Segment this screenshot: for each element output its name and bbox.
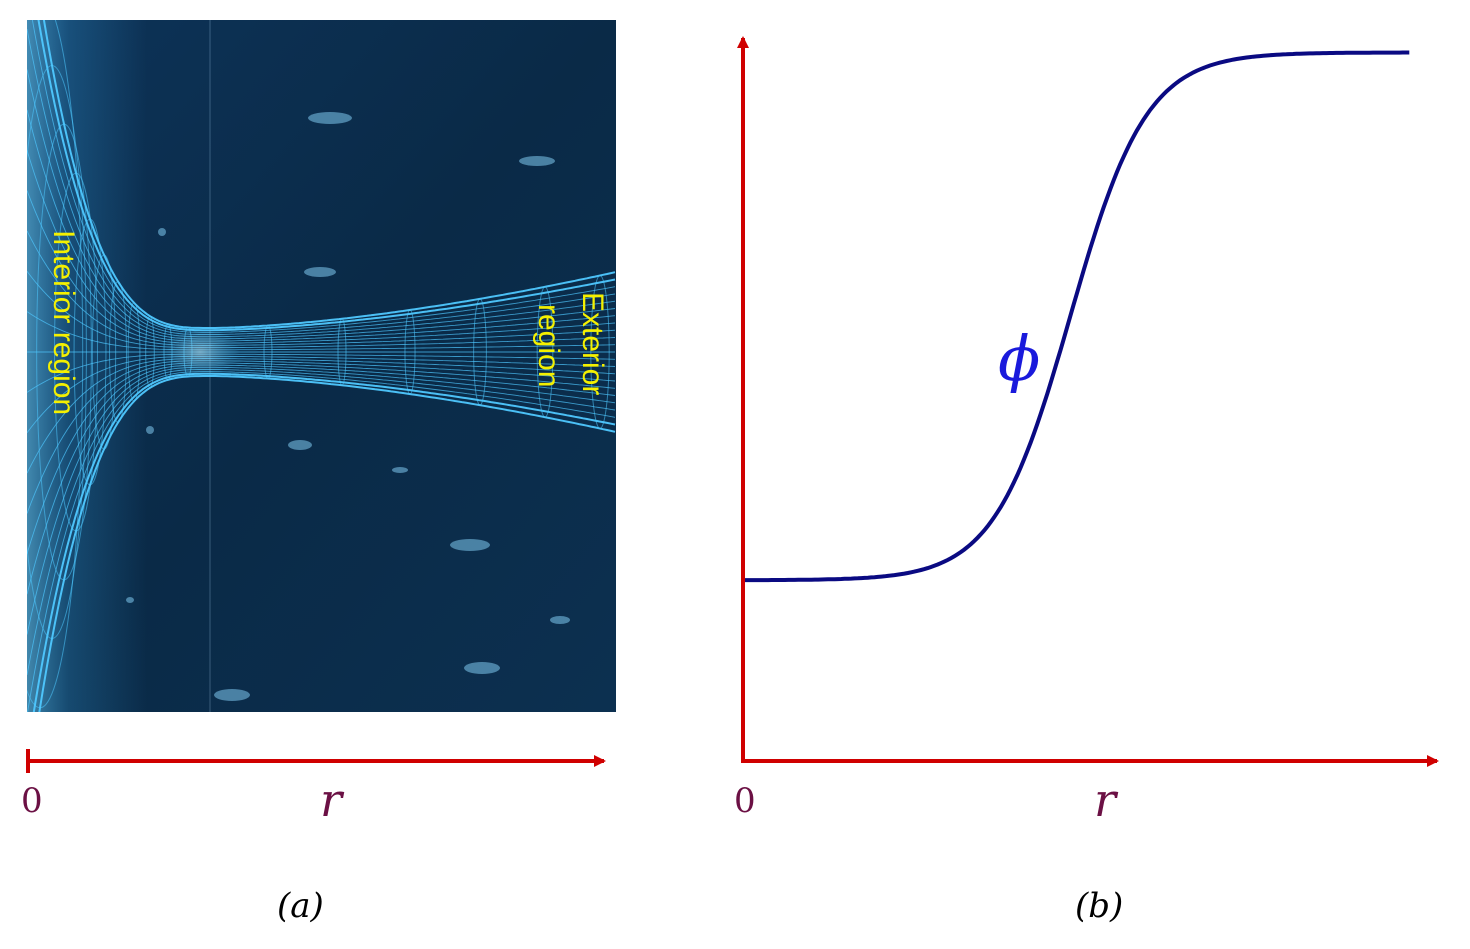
mesh-longitude-line [27, 355, 616, 433]
mesh-ring [590, 274, 610, 430]
mesh-longitude-line [31, 20, 616, 333]
bokeh-dot [550, 616, 570, 624]
bokeh-dot [146, 426, 154, 434]
mesh-longitude-line [27, 150, 616, 342]
axis-b-variable-label: r [1094, 773, 1119, 827]
mesh-longitude-line [27, 271, 616, 349]
mesh-longitude-line [27, 353, 616, 393]
mesh-longitude-line [27, 360, 616, 514]
bokeh-dot [308, 112, 352, 124]
phi-label: ϕ [998, 322, 1040, 395]
axis-a-variable-label: r [320, 773, 345, 827]
mesh-ring [536, 286, 554, 418]
caption-b: (b) [1075, 886, 1123, 926]
mesh-longitude-line [27, 364, 616, 595]
interior-region-label: Interior region [47, 230, 80, 415]
mesh-longitude-line [32, 372, 616, 712]
mesh-ring [54, 172, 98, 532]
bokeh-dot [158, 228, 166, 236]
wormhole-illustration [27, 20, 616, 712]
phi-curve [745, 50, 1410, 583]
bokeh-dot [450, 539, 490, 551]
mesh-ring [36, 123, 92, 581]
exterior-region-label-line1: Exterior [576, 292, 609, 395]
mesh-ring [91, 254, 117, 450]
mesh-longitude-line [27, 358, 616, 474]
mesh-ring [27, 65, 87, 639]
mesh-ring [127, 302, 141, 402]
mesh-longitude-line [27, 109, 616, 340]
exterior-region-label-line2: region [532, 304, 565, 387]
bokeh-dot [304, 267, 336, 277]
axis-a [26, 749, 606, 773]
mesh-ring [337, 318, 347, 386]
mesh-longitude-line [27, 190, 616, 344]
mesh-longitude-line [37, 20, 616, 332]
mesh-ring [27, 20, 84, 709]
mesh-ring [263, 325, 273, 379]
bokeh-dot [519, 156, 555, 166]
bokeh-dot [288, 440, 312, 450]
bokeh-dot [126, 597, 134, 603]
caption-a: (a) [277, 886, 324, 926]
mesh-longitude-line [42, 20, 616, 329]
axis-b-origin-label: 0 [734, 781, 756, 821]
mesh-ring [404, 309, 416, 395]
mesh-longitude-line [27, 311, 616, 351]
mesh-longitude-line [27, 362, 616, 554]
mesh-ring [145, 315, 155, 389]
mesh-longitude-line [27, 371, 616, 712]
bokeh-dot [214, 689, 250, 701]
axis-a-origin-label: 0 [21, 781, 43, 821]
bokeh-dot [392, 467, 408, 473]
mesh-ring [473, 298, 487, 406]
mesh-longitude-line [38, 375, 616, 712]
mesh-longitude-line [27, 230, 616, 346]
bokeh-dot [464, 662, 500, 674]
mesh-ring [109, 280, 127, 424]
axis-b [737, 36, 1439, 767]
mesh-ring [73, 218, 107, 486]
